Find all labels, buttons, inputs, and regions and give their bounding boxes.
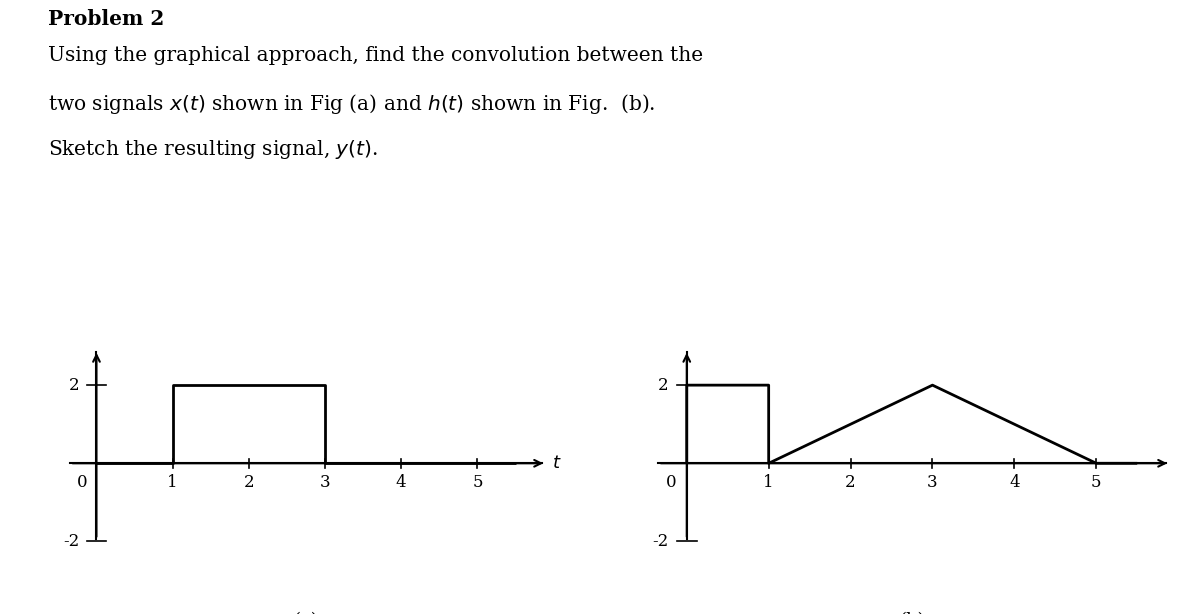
Text: 4: 4 <box>1009 474 1020 491</box>
Text: Sketch the resulting signal, $y(t)$.: Sketch the resulting signal, $y(t)$. <box>48 138 378 161</box>
Text: 5: 5 <box>1091 474 1102 491</box>
Text: -2: -2 <box>64 533 79 550</box>
Text: (a): (a) <box>294 612 318 614</box>
Text: 4: 4 <box>396 474 407 491</box>
Text: 0: 0 <box>77 474 88 491</box>
Text: -2: -2 <box>653 533 668 550</box>
Text: 2: 2 <box>658 376 668 394</box>
Text: 2: 2 <box>845 474 856 491</box>
Text: two signals $x(t)$ shown in Fig (a) and $h(t)$ shown in Fig.  (b).: two signals $x(t)$ shown in Fig (a) and … <box>48 92 655 116</box>
Text: 2: 2 <box>244 474 254 491</box>
Text: Using the graphical approach, find the convolution between the: Using the graphical approach, find the c… <box>48 46 703 65</box>
Text: 1: 1 <box>167 474 178 491</box>
Text: 5: 5 <box>472 474 482 491</box>
Text: 1: 1 <box>763 474 774 491</box>
Text: 3: 3 <box>928 474 937 491</box>
Text: Problem 2: Problem 2 <box>48 9 164 29</box>
Text: 0: 0 <box>666 474 677 491</box>
Text: 2: 2 <box>70 376 79 394</box>
Text: (b): (b) <box>899 612 925 614</box>
Text: 3: 3 <box>319 474 330 491</box>
Text: $t$: $t$ <box>552 454 562 472</box>
